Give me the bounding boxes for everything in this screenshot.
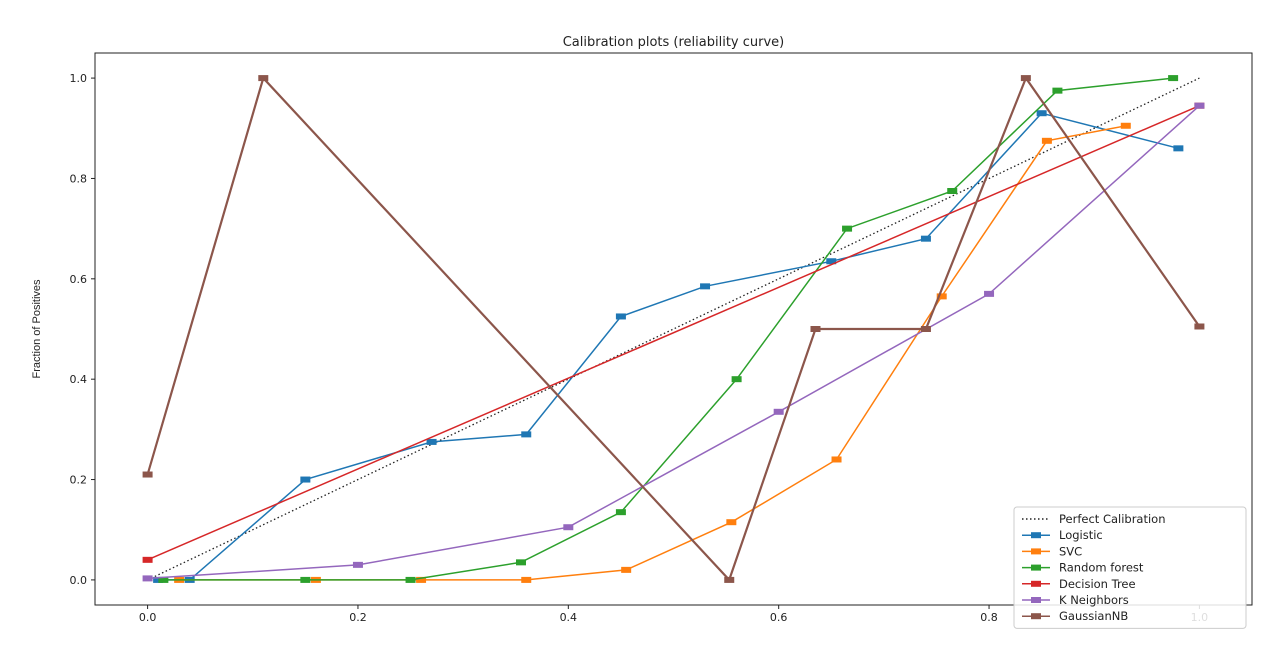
series-k-neighbors: [142, 102, 1205, 582]
legend-item: Decision Tree: [1022, 577, 1136, 591]
legend-marker: [1031, 564, 1041, 571]
x-tick-label: 0.4: [560, 611, 578, 624]
data-point: [1020, 75, 1031, 82]
data-point: [615, 509, 626, 516]
legend-label: Decision Tree: [1059, 577, 1136, 591]
y-axis-label: Fraction of Positives: [31, 279, 43, 379]
data-point: [700, 283, 711, 290]
data-point: [726, 519, 737, 526]
data-point: [521, 576, 532, 583]
data-point: [352, 561, 363, 568]
y-tick-label: 1.0: [70, 72, 88, 85]
data-point: [947, 188, 958, 194]
data-point: [515, 559, 526, 566]
data-point: [842, 225, 853, 232]
data-point: [621, 566, 632, 573]
legend: Perfect Calibration Logistic SVC Random for…: [1013, 506, 1247, 629]
y-tick-label: 0.4: [70, 373, 88, 386]
series-line: [147, 105, 1200, 561]
legend-item: SVC: [1022, 544, 1082, 558]
legend-label: Perfect Calibration: [1059, 512, 1166, 526]
x-tick-label: 0.0: [139, 611, 157, 624]
data-point: [1168, 75, 1179, 82]
data-point: [936, 293, 947, 300]
data-point: [405, 576, 416, 583]
data-point: [158, 576, 169, 583]
chart-title: Calibration plots (reliability curve): [563, 35, 785, 50]
legend-marker: [1031, 532, 1041, 539]
data-point: [1052, 87, 1063, 94]
legend-item: Random forest: [1022, 561, 1144, 575]
data-point: [426, 438, 437, 445]
data-point: [615, 313, 626, 320]
data-point: [300, 476, 311, 483]
series-random-forest: [158, 75, 1179, 583]
data-point: [1120, 122, 1131, 129]
legend-label: Logistic: [1059, 528, 1103, 542]
data-point: [826, 258, 837, 265]
legend-marker: [1031, 597, 1041, 603]
data-point: [1041, 137, 1052, 144]
legend-item: K Neighbors: [1022, 593, 1129, 607]
data-point: [920, 235, 931, 242]
data-point: [258, 75, 269, 82]
data-point: [1194, 323, 1205, 330]
y-tick-label: 0.8: [70, 172, 88, 185]
data-point: [300, 576, 311, 583]
x-tick-label: 0.6: [770, 611, 788, 624]
series-layer: [142, 75, 1205, 583]
data-point: [773, 408, 784, 415]
y-tick-label: 0.0: [70, 574, 88, 587]
series-line: [147, 105, 1200, 580]
series-line: [163, 77, 1174, 581]
legend-marker: [1031, 548, 1041, 555]
legend-label: K Neighbors: [1059, 593, 1129, 607]
data-point: [153, 576, 164, 583]
series-gaussiannb: [142, 75, 1205, 583]
legend-marker: [1031, 613, 1041, 620]
data-point: [920, 326, 931, 332]
legend-item: Logistic: [1022, 528, 1103, 542]
legend-marker: [1031, 580, 1041, 587]
data-point: [731, 376, 742, 383]
legend-label: SVC: [1059, 544, 1082, 558]
legend-box: [1013, 506, 1247, 629]
legend-label: GaussianNB: [1059, 609, 1128, 623]
data-point: [810, 326, 821, 332]
data-point: [831, 456, 842, 463]
data-point: [521, 431, 532, 438]
x-tick-label: 0.8: [980, 611, 998, 624]
data-point: [1036, 110, 1047, 117]
x-tick-label: 0.2: [349, 611, 367, 624]
plot-frame: [94, 52, 1253, 606]
data-point: [142, 471, 153, 478]
y-axis: 0.0 0.2 0.4 0.6 0.8 1.0: [70, 72, 95, 587]
data-point: [1194, 102, 1205, 109]
data-point: [416, 576, 427, 583]
data-point: [142, 556, 153, 563]
y-tick-label: 0.6: [70, 273, 88, 286]
data-point: [563, 524, 574, 531]
legend-item: Perfect Calibration: [1022, 512, 1166, 526]
data-point: [724, 576, 735, 583]
y-tick-label: 0.2: [70, 474, 88, 487]
data-point: [984, 290, 995, 297]
legend-item: GaussianNB: [1022, 609, 1128, 623]
data-point: [142, 575, 153, 582]
legend-label: Random forest: [1059, 561, 1144, 575]
data-point: [1173, 145, 1184, 152]
